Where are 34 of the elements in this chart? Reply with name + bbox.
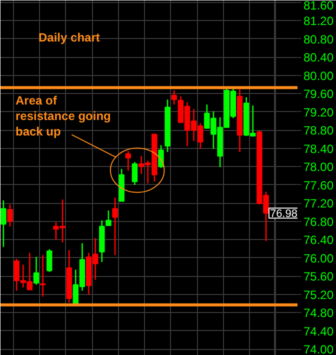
candlestick — [7, 204, 13, 228]
candlestick — [33, 256, 40, 286]
candlestick — [132, 161, 138, 186]
candlestick — [158, 144, 164, 169]
candlestick — [171, 90, 177, 106]
y-tick-label: 77.60 — [304, 178, 334, 192]
y-tick-label: 79.20 — [304, 105, 334, 120]
y-tick-label: 77.20 — [304, 196, 334, 211]
y-tick-label: 81.60 — [304, 0, 334, 12]
y-tick-label: 79.60 — [304, 87, 334, 102]
y-tick-label: 76.00 — [304, 251, 334, 266]
y-tick-label: 74.80 — [304, 306, 334, 320]
candlestick — [40, 254, 46, 298]
y-tick-label: 81.20 — [304, 14, 334, 28]
y-tick-label: 76.80 — [304, 214, 334, 229]
y-tick-label: 80.80 — [304, 32, 334, 46]
candlestick — [112, 196, 118, 256]
y-tick-label: 74.40 — [304, 324, 334, 338]
candlestick — [106, 210, 112, 226]
candlestick — [0, 200, 6, 248]
y-tick-label: 78.80 — [304, 124, 334, 138]
y-tick-label: 74.00 — [304, 342, 334, 355]
y-tick-label: 75.20 — [304, 288, 334, 302]
y-tick-label: 80.00 — [304, 68, 334, 83]
y-tick-label: 76.40 — [304, 233, 334, 248]
y-tick-label: 78.00 — [304, 160, 334, 174]
candlestick — [46, 248, 52, 273]
annotation: 76.98 — [270, 208, 298, 220]
y-tick-label: 80.40 — [304, 50, 334, 65]
candlestick — [125, 150, 132, 172]
annotation: Area of resistance going back up — [16, 94, 111, 138]
text: Daily chart — [38, 30, 100, 44]
y-tick-label: 75.60 — [304, 270, 334, 284]
y-tick-label: 78.40 — [304, 142, 334, 156]
